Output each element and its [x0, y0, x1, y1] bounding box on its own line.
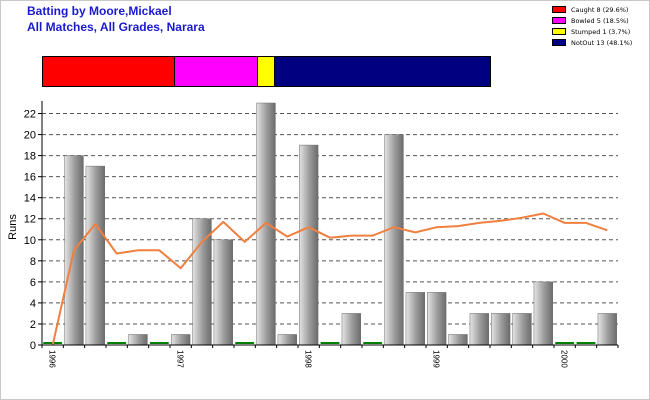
dismissal-breakdown-bar — [42, 56, 491, 87]
y-tick-label-14: 14 — [24, 193, 36, 205]
zero-innings-marker-6 — [149, 342, 169, 344]
dismissal-segment-stumped — [258, 57, 275, 86]
bars — [43, 102, 617, 346]
innings-bar-5 — [128, 334, 148, 346]
y-tick-label-4: 4 — [30, 298, 36, 310]
y-tick-label-22: 22 — [24, 109, 36, 121]
y-tick-label-18: 18 — [24, 151, 36, 163]
innings-bar-3 — [85, 165, 105, 346]
innings-bar-19 — [427, 292, 447, 346]
innings-bar-15 — [341, 313, 361, 346]
zero-innings-marker-16 — [363, 342, 383, 344]
legend-swatch-bowled — [552, 17, 566, 24]
legend-swatch-notout — [552, 39, 566, 46]
zero-innings-marker-25 — [555, 342, 575, 344]
zero-innings-marker-14 — [320, 342, 340, 344]
y-tick-label-20: 20 — [24, 130, 36, 142]
innings-bar-23 — [512, 313, 532, 346]
average-line-layer — [51, 212, 608, 346]
innings-bar-12 — [277, 334, 297, 346]
y-tick-label-8: 8 — [30, 256, 36, 268]
innings-bar-18 — [405, 292, 425, 346]
innings-bar-17 — [384, 134, 404, 346]
legend-label-bowled: Bowled 5 (18.5%) — [571, 17, 629, 25]
x-tick-label-2000: 2000 — [560, 350, 569, 368]
axes: 0 2 4 6 8 10 12 14 16 18 20 22 1996 1997 1998 1999 2000 — [24, 101, 619, 368]
innings-bar-22 — [491, 313, 511, 346]
legend-label-caught: Caught 8 (29.6%) — [571, 6, 629, 14]
innings-bar-9 — [213, 239, 233, 346]
innings-bar-8 — [192, 218, 212, 346]
average-line — [51, 212, 608, 346]
y-tick-label-16: 16 — [24, 172, 36, 184]
innings-bar-27 — [597, 313, 617, 346]
gridlines — [42, 113, 618, 325]
x-tick-label-1997: 1997 — [176, 350, 185, 368]
y-tick-label-0: 0 — [30, 340, 36, 352]
y-tick-label-10: 10 — [24, 235, 36, 247]
innings-bar-24 — [533, 281, 553, 346]
zero-innings-marker-26 — [576, 342, 596, 344]
legend-label-notout: NotOut 13 (48.1%) — [571, 39, 633, 47]
chart-title-line-2: All Matches, All Grades, Narara — [27, 20, 205, 34]
innings-bar-21 — [469, 313, 489, 346]
x-tick-label-1999: 1999 — [432, 350, 441, 368]
dismissal-segment-bowled — [175, 57, 259, 86]
innings-bar-7 — [171, 334, 191, 346]
y-axis-label: Runs — [7, 214, 19, 240]
innings-bar-20 — [448, 334, 468, 346]
x-tick-label-1998: 1998 — [304, 350, 313, 368]
legend-swatch-stumped — [552, 28, 566, 35]
zero-innings-marker-4 — [107, 342, 127, 344]
dismissal-segment-notout — [274, 57, 490, 86]
y-tick-label-2: 2 — [30, 319, 36, 331]
legend-swatch-caught — [552, 6, 566, 13]
legend-label-stumped: Stumped 1 (3.7%) — [571, 28, 631, 36]
chart-title-line-1: Batting by Moore,Mickael — [27, 4, 172, 18]
y-tick-label-6: 6 — [30, 277, 36, 289]
x-tick-label-1996: 1996 — [48, 350, 57, 368]
zero-innings-marker-10 — [235, 342, 255, 344]
y-tick-label-12: 12 — [24, 214, 36, 226]
dismissal-segment-caught — [43, 57, 176, 86]
innings-bar-13 — [299, 144, 319, 346]
